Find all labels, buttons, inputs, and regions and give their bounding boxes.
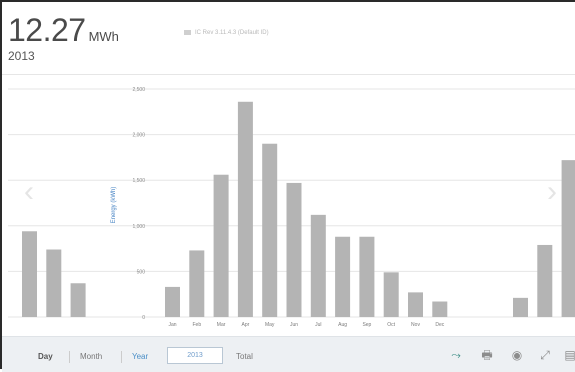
y-tick-label: 500 [137,269,146,275]
tab-separator [69,351,70,363]
header-divider [2,74,575,75]
next-period-arrow[interactable]: › [547,175,557,208]
month-bar [335,236,351,317]
month-bar [165,286,180,317]
x-tick-label: Jul [315,322,321,328]
x-tick-label: Jan [168,322,176,328]
x-tick-label: Apr [242,322,250,328]
next-year-bar [561,160,575,317]
y-tick-label: 1,000 [132,224,145,230]
previous-period-arrow[interactable]: ‹ [24,175,34,208]
y-tick-label: 0 [142,315,145,321]
x-tick-label: Feb [192,322,201,328]
total-energy: 12.27 MWh [8,10,119,50]
next-year-bar [513,297,528,317]
legend[interactable]: IC Rev 3.11.4.3 (Default ID) [184,30,269,36]
total-energy-value: 12.27 [8,12,86,48]
prev-year-bar [22,231,37,317]
x-tick-label: Nov [411,322,420,328]
period-toolbar: Day Month Year 2013 Total ⤳ 🖶 ◉ ⤢ ▤ [2,336,575,372]
total-energy-unit: MWh [88,29,119,44]
period-label: 2013 [8,49,35,63]
date-picker-field[interactable]: 2013 [167,347,223,364]
tab-total[interactable]: Total [236,352,253,361]
header: 12.27 MWh 2013 IC Rev 3.11.4.3 (Default I… [8,10,568,70]
month-bar [310,214,326,317]
x-tick-label: Mar [217,322,226,328]
prev-year-bar [70,283,86,317]
month-bar [213,174,229,317]
next-year-bar [537,244,553,317]
tab-month[interactable]: Month [80,352,103,361]
line-chart-icon[interactable]: ⤳ [451,348,461,362]
month-bar [237,101,253,317]
x-tick-label: May [265,322,275,328]
legend-swatch [184,30,191,35]
month-bar [432,301,448,317]
yearly-energy-chart: 0 500 1,000 1,500 2,000 2,500 Energy (kWh) Jan F… [8,87,575,328]
x-tick-label: Oct [387,322,395,328]
print-icon[interactable]: 🖶 [481,348,493,362]
legend-label: IC Rev 3.11.4.3 (Default ID) [195,30,269,37]
prev-year-bar [46,249,62,317]
export-icon[interactable]: ▤ [564,348,575,362]
month-bar [383,272,399,317]
y-axis-label: Energy (kWh) [111,187,117,224]
y-tick-label: 1,500 [132,178,145,184]
month-bar [359,236,375,317]
month-bar [262,143,278,317]
month-bar [286,182,302,317]
x-tick-label: Dec [435,322,444,328]
x-tick-label: Aug [338,322,347,328]
tab-day[interactable]: Day [38,352,53,361]
tab-year[interactable]: Year [132,352,149,361]
x-tick-label: Sep [362,322,371,328]
fullscreen-icon[interactable]: ⤢ [540,348,550,362]
month-bar [189,250,205,317]
y-tick-label: 2,500 [132,87,145,93]
x-tick-label: Jun [290,322,298,328]
month-bar [408,292,423,317]
view-icon[interactable]: ◉ [511,348,523,362]
y-tick-label: 2,000 [132,133,145,139]
tab-separator [121,351,122,363]
